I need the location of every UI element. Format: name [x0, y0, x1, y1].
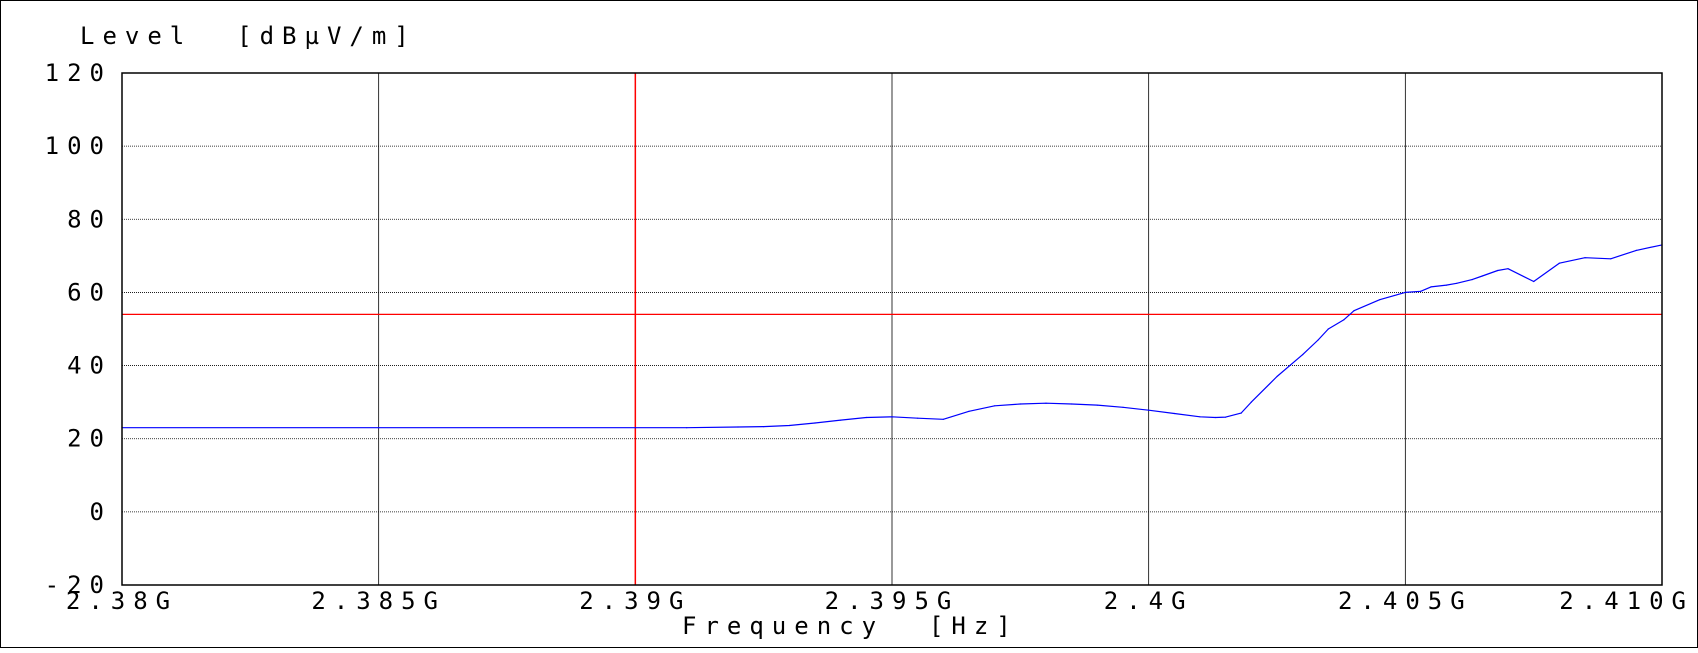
- grid: [121, 72, 1663, 586]
- trace-point: [686, 427, 688, 429]
- x-tick-label: 2.385G: [311, 587, 446, 615]
- trace-point: [1353, 310, 1355, 312]
- trace-point: [378, 427, 380, 429]
- trace-point: [1250, 401, 1252, 403]
- x-axis-label: Frequency [Hz]: [682, 612, 1019, 640]
- x-tick-label: 2.38G: [66, 587, 178, 615]
- y-tick-label: 120: [45, 59, 112, 87]
- y-tick-label: 60: [67, 278, 112, 306]
- y-tick-label: 20: [67, 425, 112, 453]
- y-tick-label: 0: [90, 498, 112, 526]
- trace-point: [814, 422, 816, 424]
- x-tick-label: 2.405G: [1338, 587, 1473, 615]
- trace-point: [1430, 286, 1432, 288]
- x-tick-label: 2.4G: [1104, 587, 1194, 615]
- trace-point: [1445, 284, 1447, 286]
- reference-lines: [122, 73, 1662, 585]
- trace-point: [1404, 291, 1406, 293]
- trace-point: [1558, 262, 1560, 264]
- x-tick-label: 2.39G: [579, 587, 691, 615]
- trace-point: [788, 424, 790, 427]
- trace-point: [1071, 403, 1073, 405]
- trace-point: [1096, 404, 1098, 406]
- trace-point: [891, 416, 893, 418]
- y-axis-label: Level [dBµV/m]: [80, 22, 417, 50]
- trace-point: [1214, 416, 1216, 419]
- trace-point: [1327, 328, 1329, 330]
- trace-point: [1122, 406, 1124, 408]
- trace-point: [994, 405, 996, 407]
- trace-point: [1045, 402, 1047, 404]
- trace-point: [1173, 412, 1175, 415]
- trace-point: [1471, 279, 1473, 281]
- trace-point: [763, 426, 765, 428]
- trace-point: [1635, 249, 1637, 251]
- trace-point: [840, 419, 842, 421]
- trace-point: [1302, 354, 1304, 356]
- y-tick-label: 40: [67, 352, 112, 380]
- tick-labels: -20 0 20 40 60 80 100 120 2.38G 2.385G 2.39G 2.395G…: [45, 59, 1694, 615]
- trace-point: [634, 427, 636, 429]
- trace-point: [865, 416, 867, 419]
- x-tick-label: 2.395G: [825, 587, 960, 615]
- trace-point: [917, 417, 919, 419]
- plot-area-border: [121, 72, 1663, 586]
- trace-point: [737, 426, 739, 428]
- y-tick-label: -20: [45, 571, 112, 599]
- trace-point: [1019, 403, 1021, 405]
- trace-point: [942, 418, 944, 420]
- trace-point: [1199, 416, 1201, 418]
- trace-point: [1379, 299, 1381, 301]
- y-tick-label: 100: [45, 132, 112, 160]
- trace-point: [1317, 339, 1319, 341]
- x-tick-label: 2.410G: [1559, 587, 1694, 615]
- trace-point: [1497, 269, 1499, 272]
- trace-point: [1420, 290, 1422, 292]
- trace-point: [1148, 409, 1150, 411]
- trace-point: [1533, 280, 1535, 283]
- trace-point: [1276, 375, 1278, 378]
- trace-point: [1507, 268, 1509, 270]
- trace-point: [1610, 258, 1612, 260]
- trace-layer: [121, 244, 1663, 429]
- trace-point: [1481, 275, 1483, 277]
- trace-point: [1225, 416, 1227, 418]
- y-tick-label: 80: [67, 205, 112, 233]
- trace-point: [1584, 257, 1586, 259]
- trace-point: [1456, 282, 1458, 284]
- trace-point: [1240, 412, 1242, 414]
- trace-point: [968, 410, 970, 412]
- trace-point: [1343, 319, 1345, 321]
